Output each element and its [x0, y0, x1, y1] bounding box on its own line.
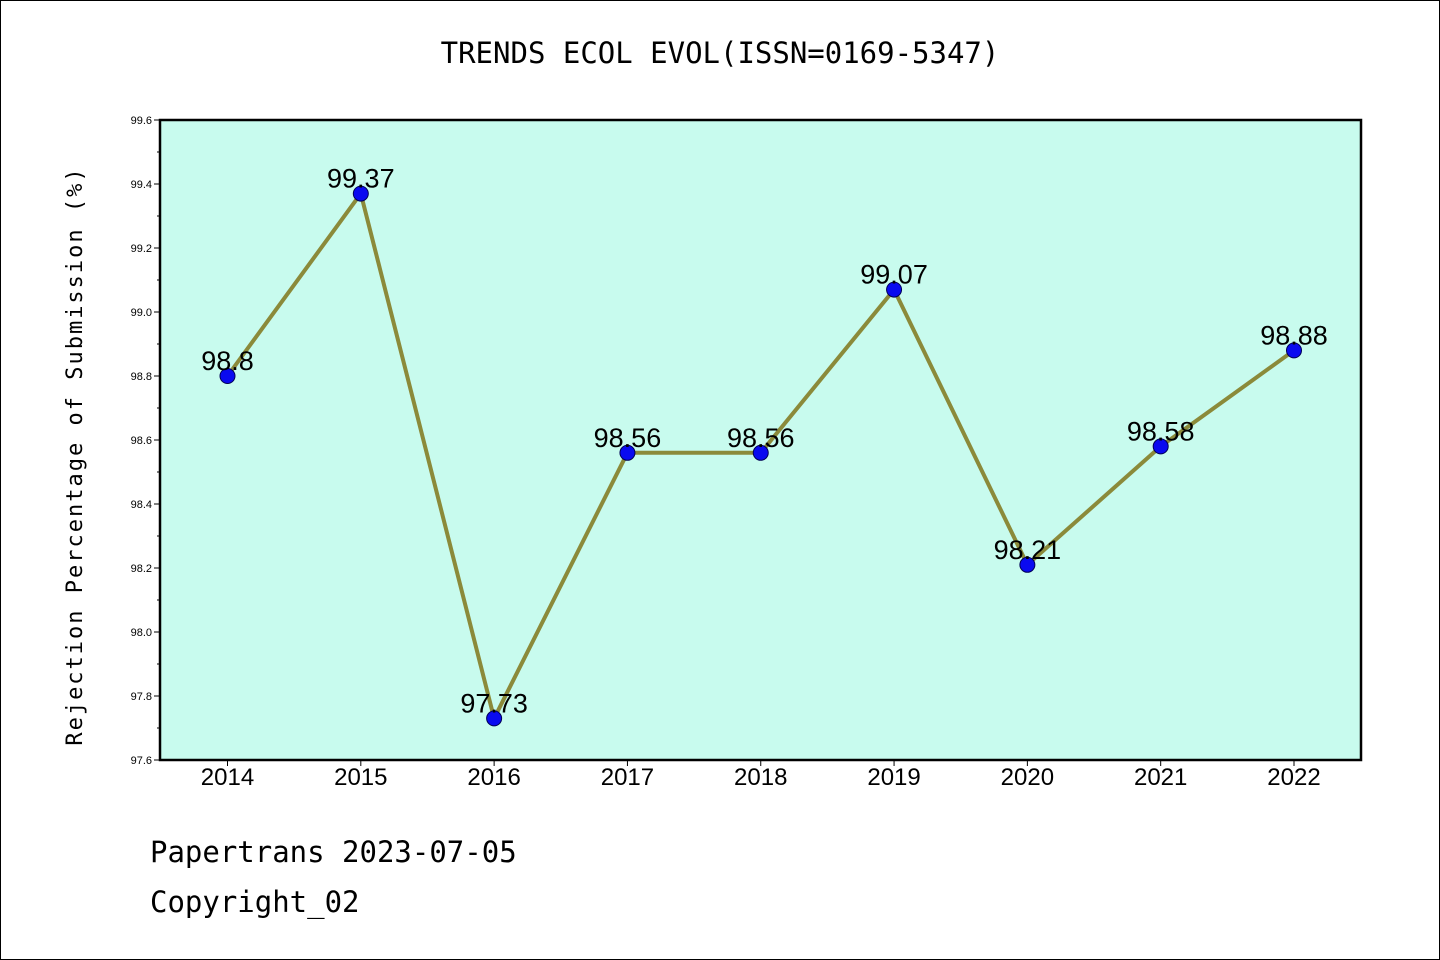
data-points — [219, 185, 1302, 727]
data-label: 98.56 — [727, 423, 795, 453]
y-tick-label: 99.6 — [131, 115, 152, 127]
y-tick-label: 97.6 — [131, 755, 152, 767]
chart-title: TRENDS ECOL EVOL(ISSN=0169-5347) — [440, 36, 1000, 70]
data-point — [1286, 342, 1302, 359]
y-tick-label: 99.4 — [131, 179, 152, 191]
data-label: 98.88 — [1260, 320, 1328, 350]
y-tick-label: 98.4 — [131, 499, 152, 511]
x-tick-label: 2017 — [601, 764, 654, 791]
x-tick-label: 2015 — [334, 764, 387, 791]
data-label: 97.73 — [460, 688, 528, 718]
x-tick-label: 2018 — [734, 764, 787, 791]
y-tick-label: 99.2 — [131, 243, 152, 255]
y-tick-label: 98.2 — [131, 563, 152, 575]
plot-border — [158, 118, 1363, 762]
x-tick-label: 2016 — [467, 764, 520, 791]
data-point — [219, 368, 236, 384]
data-label: 98.56 — [594, 423, 662, 453]
data-label: 99.07 — [860, 260, 928, 290]
data-point — [486, 710, 503, 727]
data-point — [619, 444, 636, 461]
data-point — [1152, 438, 1169, 455]
y-tick-label: 98.6 — [131, 435, 152, 447]
x-tick-label: 2019 — [867, 764, 920, 791]
footer-source: Papertrans 2023-07-05 — [150, 835, 517, 869]
data-label: 98.21 — [994, 535, 1062, 565]
y-tick-label: 97.8 — [131, 691, 152, 703]
data-label: 98.58 — [1127, 416, 1195, 446]
data-point — [352, 185, 369, 202]
x-tick-label: 2014 — [201, 764, 254, 791]
y-tick-label: 98.0 — [131, 627, 152, 639]
footer-copyright: Copyright_02 — [150, 885, 360, 919]
y-axis: 97.6 97.8 98.0 98.2 98.4 98.6 98.8 99.0 99.2 99.4… — [131, 115, 160, 767]
data-label: 98.8 — [201, 346, 254, 376]
y-tick-label: 99.0 — [131, 307, 152, 319]
data-label: 99.37 — [327, 164, 395, 194]
y-tick-label: 98.8 — [131, 371, 152, 383]
x-tick-label: 2020 — [1001, 764, 1054, 791]
x-tick-label: 2021 — [1134, 764, 1187, 791]
x-tick-label: 2022 — [1267, 764, 1320, 791]
data-point — [886, 281, 903, 298]
data-point — [752, 444, 769, 461]
data-point — [1019, 556, 1036, 573]
x-axis: 2014 2015 2016 2017 2018 2019 2020 2021 2022 — [201, 760, 1321, 791]
data-labels: 98.8 99.37 97.73 98.56 98.56 99.07 98.21 98.58 9… — [201, 164, 1328, 719]
